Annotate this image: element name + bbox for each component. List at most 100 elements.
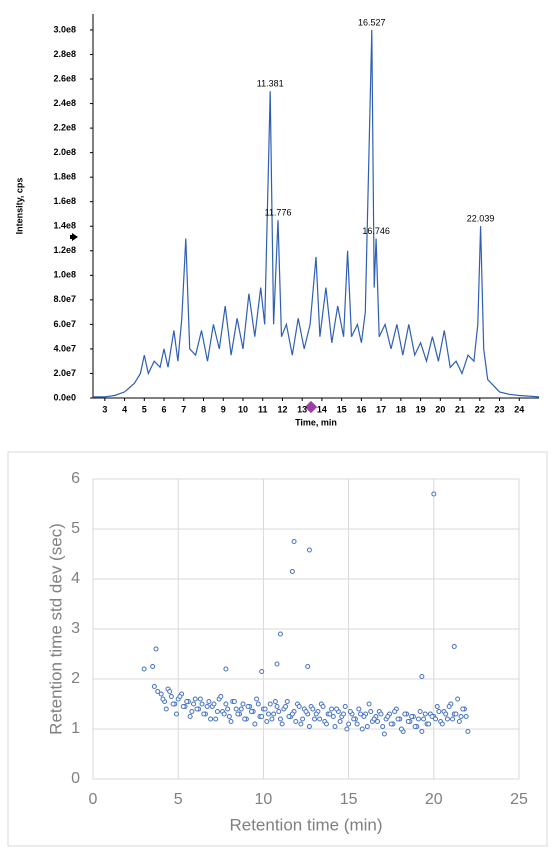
point: [364, 724, 370, 729]
point: [214, 709, 220, 714]
point: [380, 724, 386, 729]
point: [158, 691, 164, 697]
time-marker: [304, 400, 318, 414]
point: [238, 706, 244, 712]
point: [296, 704, 302, 709]
y-tick-label: 6: [71, 470, 80, 487]
point: [429, 714, 435, 719]
point: [436, 709, 442, 714]
point: [334, 706, 340, 712]
y-tick-label: 2.2e8: [53, 122, 76, 132]
point: [259, 714, 265, 719]
point: [426, 721, 432, 727]
point: [277, 631, 283, 637]
point: [289, 569, 295, 574]
point: [310, 706, 316, 712]
point: [259, 669, 265, 674]
point: [266, 711, 272, 717]
point: [342, 704, 348, 709]
x-tick-label: 17: [376, 404, 386, 414]
point: [211, 701, 217, 707]
point: [346, 721, 352, 727]
x-tick-label: 16: [356, 404, 366, 414]
point: [354, 721, 360, 727]
x-tick-label: 14: [317, 404, 327, 414]
point: [412, 724, 418, 729]
y-tick-label: 0.0e0: [53, 392, 76, 402]
point: [277, 716, 283, 722]
point: [225, 706, 231, 712]
x-tick-label: 19: [416, 404, 426, 414]
point: [415, 716, 421, 722]
point: [264, 719, 270, 724]
x-tick-label: 24: [514, 404, 524, 414]
point: [223, 666, 229, 672]
x-tick-label: 18: [396, 404, 406, 414]
point: [443, 711, 449, 717]
point: [460, 706, 466, 712]
y-tick-label: 2: [71, 670, 80, 687]
point: [170, 701, 176, 707]
point: [303, 709, 309, 714]
point: [368, 709, 374, 714]
point: [254, 696, 260, 702]
y-tick-label: 5: [71, 520, 80, 537]
point: [262, 706, 268, 712]
x-tick-label: 6: [162, 404, 167, 414]
point: [446, 704, 452, 709]
peak-label: 22.039: [467, 214, 495, 224]
y-tick-label: 1.2e8: [53, 245, 76, 255]
x-tick-label: 3: [102, 404, 107, 414]
point: [371, 716, 377, 722]
x-tick-label: 0: [89, 791, 98, 808]
x-tick-label: 22: [475, 404, 485, 414]
point: [168, 694, 174, 699]
point: [305, 664, 311, 669]
point: [433, 716, 439, 722]
x-tick-label: 15: [337, 404, 347, 414]
point: [180, 704, 186, 709]
x-tick-label: 25: [510, 791, 528, 808]
point: [274, 661, 280, 667]
point: [329, 706, 335, 712]
point: [421, 716, 427, 722]
point: [155, 689, 161, 694]
point: [458, 714, 464, 719]
point: [366, 701, 372, 707]
x-tick-label: 10: [238, 404, 248, 414]
x-tick-label: 5: [174, 791, 183, 808]
point: [242, 716, 248, 722]
point: [228, 719, 234, 724]
x-tick-label: 10: [255, 791, 273, 808]
y-tick-label: 1.0e8: [53, 270, 76, 280]
point: [332, 724, 338, 729]
point: [191, 701, 197, 707]
peak-label: 16.527: [358, 17, 386, 27]
x-tick-label: 20: [435, 404, 445, 414]
point: [409, 714, 415, 719]
x-tick-label: 4: [122, 404, 127, 414]
point: [201, 711, 207, 717]
y-tick-label: 2.0e8: [53, 147, 76, 157]
point: [347, 709, 353, 714]
point: [248, 709, 254, 714]
x-tick-label: 5: [142, 404, 147, 414]
point: [359, 726, 365, 732]
point: [444, 716, 450, 722]
point: [323, 721, 329, 727]
y-tick-label: 2.6e8: [53, 73, 76, 83]
point: [223, 701, 229, 707]
peak-label: 16.746: [362, 226, 390, 236]
point: [284, 699, 290, 704]
point: [293, 719, 299, 724]
x-tick-label: 23: [495, 404, 505, 414]
point: [206, 699, 212, 704]
point: [204, 704, 210, 709]
x-tick-label: 21: [455, 404, 465, 414]
y-tick-label: 2.4e8: [53, 98, 76, 108]
point: [173, 711, 179, 717]
point: [279, 721, 285, 727]
point: [356, 706, 362, 712]
point: [361, 714, 367, 719]
point: [422, 711, 428, 717]
